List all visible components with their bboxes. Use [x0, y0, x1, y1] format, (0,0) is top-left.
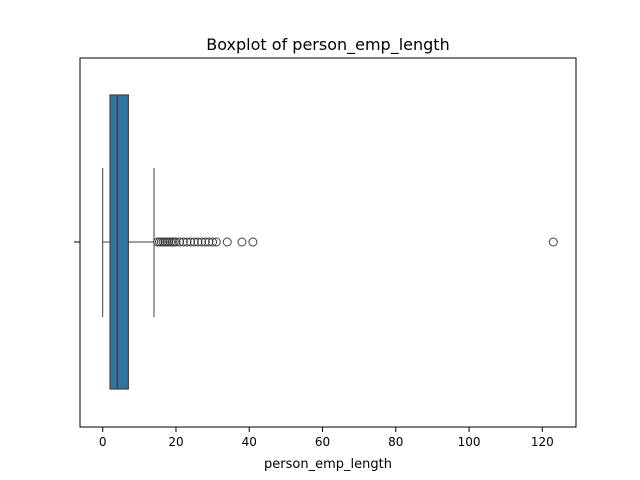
- x-axis-label: person_emp_length: [264, 457, 392, 472]
- outlier-point: [248, 237, 258, 247]
- outlier-point: [171, 237, 181, 247]
- plot-area: [102, 94, 558, 390]
- outlier-point: [222, 237, 232, 247]
- x-tick-label: 80: [388, 435, 403, 449]
- chart-title: Boxplot of person_emp_length: [206, 35, 449, 55]
- outlier-point: [208, 237, 218, 247]
- x-tick-label: 40: [242, 435, 257, 449]
- outlier-point: [182, 237, 192, 247]
- x-tick-label: 100: [458, 435, 481, 449]
- outlier-point: [193, 237, 203, 247]
- outlier-point: [189, 237, 199, 247]
- x-tick-label: 120: [531, 435, 554, 449]
- x-tick-label: 0: [99, 435, 107, 449]
- outlier-point: [237, 237, 247, 247]
- x-axis: 0 20 40 60 80 100 120: [99, 427, 554, 449]
- outlier-point: [200, 237, 210, 247]
- outlier-point: [548, 237, 558, 247]
- outlier-point: [204, 237, 214, 247]
- outlier-point: [175, 237, 185, 247]
- outlier-point: [197, 237, 207, 247]
- outlier-point: [211, 237, 221, 247]
- x-tick-label: 60: [315, 435, 330, 449]
- outlier-point: [178, 237, 188, 247]
- outlier-point: [186, 237, 196, 247]
- x-tick-label: 20: [168, 435, 183, 449]
- iqr-box: [109, 94, 129, 390]
